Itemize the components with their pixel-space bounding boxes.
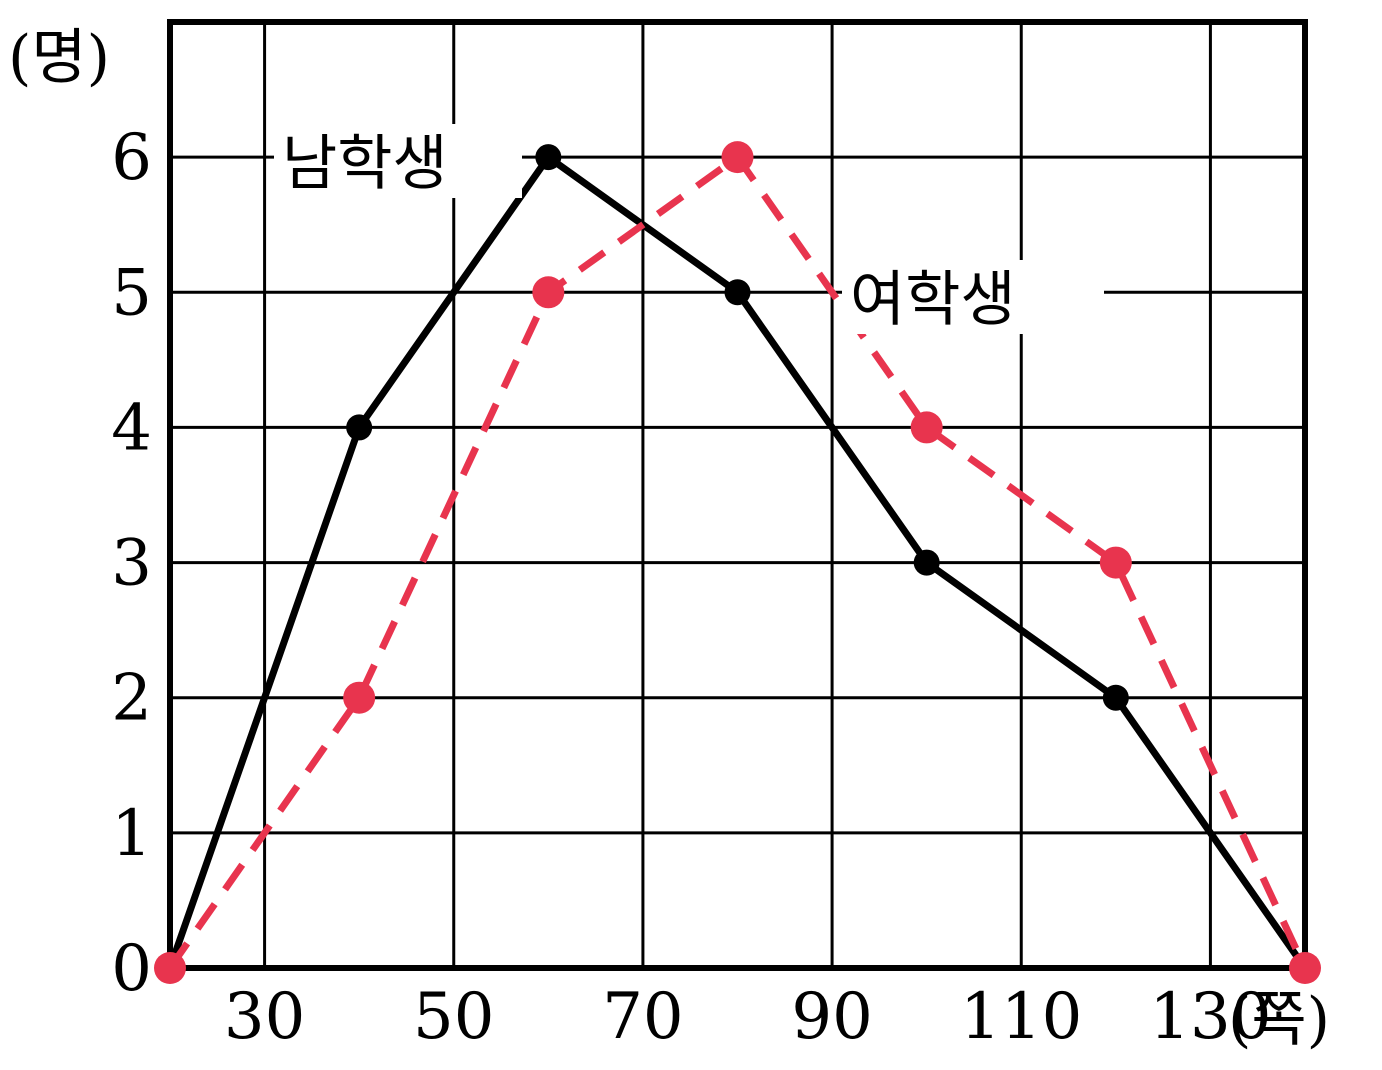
y-unit-label: (명) bbox=[8, 23, 110, 93]
x-tick-label: 50 bbox=[413, 980, 494, 1054]
series-female bbox=[154, 141, 1321, 984]
x-tick-label: 90 bbox=[791, 980, 872, 1054]
y-tick-label: 3 bbox=[111, 527, 152, 601]
data-point bbox=[532, 276, 565, 309]
x-tick-label: 70 bbox=[602, 980, 683, 1054]
data-point bbox=[1102, 684, 1129, 711]
x-tick-label: 30 bbox=[224, 980, 305, 1054]
data-point bbox=[910, 411, 943, 444]
series-label-male: 남학생 bbox=[282, 129, 448, 199]
data-point bbox=[346, 414, 373, 441]
plot-frame bbox=[167, 19, 1308, 971]
x-unit-label: (쪽) bbox=[1228, 985, 1330, 1055]
series-label-bg bbox=[842, 260, 1104, 334]
y-tick-label: 0 bbox=[111, 932, 152, 1006]
data-point bbox=[343, 681, 376, 714]
series-label-female: 여학생 bbox=[850, 265, 1016, 335]
y-tick-label: 2 bbox=[111, 662, 152, 736]
data-point bbox=[154, 952, 186, 984]
x-tick-label: 130 bbox=[1149, 980, 1271, 1054]
data-point bbox=[721, 141, 754, 174]
series-layer bbox=[154, 141, 1321, 984]
data-point bbox=[535, 144, 562, 171]
series-label-bg bbox=[274, 124, 522, 198]
y-tick-label: 5 bbox=[111, 256, 152, 330]
x-tick-label: 110 bbox=[960, 980, 1082, 1054]
data-point bbox=[913, 549, 940, 576]
y-tick-label: 1 bbox=[111, 797, 152, 871]
y-tick-label: 4 bbox=[111, 391, 152, 465]
data-point bbox=[1099, 546, 1132, 579]
y-tick-label: 6 bbox=[111, 121, 152, 195]
data-point bbox=[724, 279, 751, 306]
data-point bbox=[1289, 952, 1321, 984]
